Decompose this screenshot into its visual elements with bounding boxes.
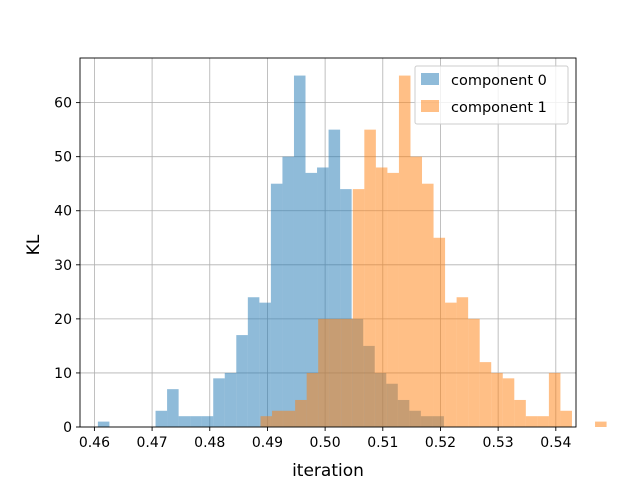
histogram-bar-component-1 [341,318,353,427]
histogram-bar-component-1 [387,172,399,427]
histogram-bar-component-1 [364,129,376,427]
x-tick-label: 0.49 [252,435,283,451]
histogram-bar-component-0 [328,129,341,427]
x-tick-label: 0.50 [310,435,341,451]
x-tick-label: 0.51 [367,435,398,451]
histogram-bar-component-0 [317,167,329,427]
x-tick-label: 0.47 [137,435,168,451]
y-tick-label: 0 [63,420,72,436]
histogram-bar-component-1 [525,416,538,427]
histogram-bar-component-1 [375,167,388,427]
histogram-bar-component-0 [178,416,191,427]
plot-frame [79,57,577,428]
histogram-bar-component-0 [282,156,294,427]
histogram-bar-component-1 [502,378,515,427]
histogram-bar-component-1 [468,318,480,427]
y-tick-label: 20 [54,312,72,328]
histogram-bars [97,75,607,428]
histogram-bar-component-1 [318,318,330,427]
histogram-bar-component-1 [283,410,296,427]
histogram-bar-component-0 [293,75,306,428]
legend: component 0 component 1 [414,65,569,125]
legend-swatch-component-0 [421,73,439,85]
x-axis-label: iteration [292,461,364,480]
histogram-bar-component-1 [514,399,526,427]
axis-ticks: 0.46 0.47 0.48 0.49 0.50 0.51 0.52 0.53 0.54 0 10 2… [54,96,571,451]
histogram-bar-component-0 [305,172,318,427]
histogram-bar-component-0 [190,416,202,427]
histogram-bar-component-1 [433,237,446,427]
histogram-bar-component-0 [97,421,110,427]
legend-swatch-component-1 [421,100,439,112]
y-tick-label: 30 [54,258,72,274]
histogram-bar-component-1 [410,156,423,427]
histogram-bar-component-1 [445,302,457,427]
histogram-bar-component-1 [272,410,284,427]
legend-label-component-1: component 1 [451,100,547,116]
histogram-bar-component-1 [352,189,365,427]
axes-frame [79,57,577,428]
histogram-bar-component-1 [456,297,469,427]
histogram-bar-component-0 [340,189,352,427]
x-tick-label: 0.54 [540,435,571,451]
histogram-bar-component-1 [479,362,492,427]
histogram-bar-component-0 [201,416,214,427]
x-tick-label: 0.46 [79,435,110,451]
y-tick-label: 60 [54,96,72,112]
histogram-bar-component-1 [329,318,342,427]
y-tick-label: 10 [54,366,72,382]
histogram-bar-component-1 [595,421,607,427]
legend-label-component-0: component 0 [451,73,547,89]
histogram-bar-component-0 [213,378,225,427]
histogram-bar-component-1 [295,399,307,427]
histogram-bar-component-1 [260,416,273,427]
legend-box [414,65,569,125]
histogram-bar-component-1 [398,75,411,428]
histogram-bar-component-1 [537,416,549,427]
y-tick-label: 50 [54,150,72,166]
histogram-bar-component-0 [155,410,168,427]
x-tick-label: 0.48 [194,435,225,451]
histogram-bar-component-1 [548,372,561,427]
x-tick-label: 0.52 [425,435,456,451]
histogram-bar-component-0 [259,302,271,427]
x-tick-label: 0.53 [483,435,514,451]
y-tick-label: 40 [54,204,72,220]
histogram-bar-component-0 [247,297,260,427]
histogram-bar-component-1 [491,372,503,427]
histogram-bar-component-1 [422,183,434,427]
histogram-bar-component-0 [236,335,248,427]
histogram-bar-component-0 [167,389,179,427]
histogram-bar-component-0 [224,372,237,427]
histogram-bar-component-1 [560,410,572,427]
histogram-bar-component-1 [306,372,319,427]
y-axis-label: KL [24,234,44,255]
histogram-bar-component-0 [270,183,283,427]
